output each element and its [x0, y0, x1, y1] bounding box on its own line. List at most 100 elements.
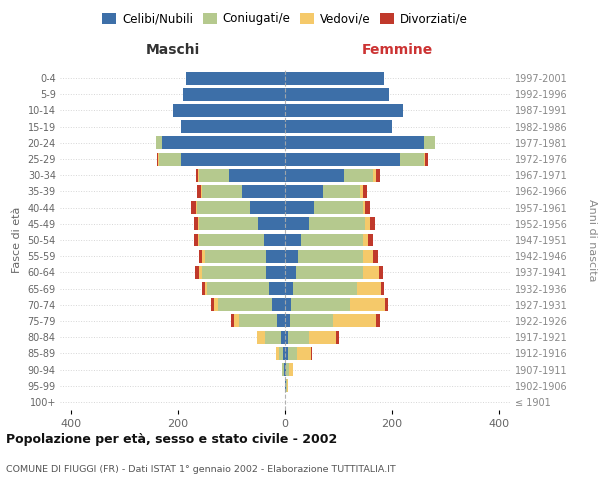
Text: Femmine: Femmine: [362, 43, 433, 57]
Legend: Celibi/Nubili, Coniugati/e, Vedovi/e, Divorziati/e: Celibi/Nubili, Coniugati/e, Vedovi/e, Di…: [97, 8, 473, 30]
Bar: [285, 169, 344, 181]
Bar: [196, 201, 197, 214]
Bar: [285, 88, 389, 101]
Bar: [425, 152, 428, 166]
Text: Maschi: Maschi: [145, 43, 200, 57]
Bar: [197, 185, 201, 198]
Bar: [301, 234, 362, 246]
Bar: [202, 250, 205, 262]
Bar: [424, 152, 425, 166]
Bar: [293, 282, 358, 295]
Bar: [194, 218, 198, 230]
Bar: [285, 314, 290, 328]
Bar: [239, 314, 277, 328]
Bar: [376, 314, 380, 328]
Bar: [376, 169, 380, 181]
Bar: [285, 347, 287, 360]
Bar: [309, 330, 336, 344]
Bar: [344, 169, 373, 181]
Bar: [158, 152, 159, 166]
Bar: [368, 234, 373, 246]
Bar: [277, 314, 285, 328]
Bar: [286, 379, 287, 392]
Bar: [162, 136, 285, 149]
Bar: [157, 152, 158, 166]
Bar: [199, 169, 229, 181]
Bar: [358, 282, 382, 295]
Bar: [199, 234, 263, 246]
Y-axis label: Fasce di età: Fasce di età: [12, 207, 22, 273]
Bar: [265, 330, 281, 344]
Bar: [292, 298, 350, 311]
Bar: [199, 266, 202, 279]
Bar: [283, 363, 284, 376]
Bar: [424, 136, 435, 149]
Bar: [309, 218, 365, 230]
Bar: [205, 250, 266, 262]
Bar: [272, 298, 285, 311]
Text: Anni di nascita: Anni di nascita: [587, 198, 597, 281]
Bar: [269, 282, 285, 295]
Bar: [198, 234, 199, 246]
Bar: [285, 250, 298, 262]
Bar: [360, 185, 362, 198]
Bar: [285, 185, 323, 198]
Bar: [202, 266, 266, 279]
Bar: [362, 266, 379, 279]
Bar: [186, 72, 285, 85]
Bar: [298, 347, 311, 360]
Bar: [199, 250, 202, 262]
Bar: [285, 282, 293, 295]
Bar: [157, 136, 162, 149]
Bar: [285, 120, 392, 133]
Bar: [199, 218, 258, 230]
Bar: [362, 201, 365, 214]
Bar: [211, 298, 214, 311]
Bar: [218, 298, 272, 311]
Bar: [285, 136, 424, 149]
Bar: [208, 282, 269, 295]
Text: COMUNE DI FIUGGI (FR) - Dati ISTAT 1° gennaio 2002 - Elaborazione TUTTITALIA.IT: COMUNE DI FIUGGI (FR) - Dati ISTAT 1° ge…: [6, 466, 396, 474]
Bar: [285, 234, 301, 246]
Bar: [159, 152, 181, 166]
Bar: [379, 266, 383, 279]
Bar: [350, 298, 385, 311]
Bar: [365, 201, 370, 214]
Bar: [229, 169, 285, 181]
Bar: [194, 234, 198, 246]
Bar: [296, 266, 362, 279]
Bar: [385, 298, 388, 311]
Bar: [195, 266, 199, 279]
Bar: [286, 363, 289, 376]
Bar: [181, 120, 285, 133]
Bar: [232, 314, 234, 328]
Bar: [234, 314, 239, 328]
Bar: [191, 201, 196, 214]
Bar: [242, 185, 285, 198]
Bar: [382, 282, 384, 295]
Bar: [287, 347, 298, 360]
Bar: [298, 250, 362, 262]
Bar: [290, 314, 333, 328]
Bar: [276, 347, 278, 360]
Bar: [196, 169, 198, 181]
Bar: [285, 363, 286, 376]
Bar: [266, 250, 285, 262]
Bar: [370, 218, 375, 230]
Bar: [287, 379, 288, 392]
Bar: [201, 185, 202, 198]
Bar: [289, 363, 293, 376]
Bar: [285, 218, 309, 230]
Bar: [336, 330, 338, 344]
Bar: [285, 330, 287, 344]
Bar: [362, 185, 367, 198]
Bar: [373, 169, 376, 181]
Bar: [173, 104, 285, 117]
Bar: [278, 347, 283, 360]
Bar: [362, 250, 373, 262]
Bar: [311, 347, 312, 360]
Bar: [333, 314, 376, 328]
Bar: [266, 266, 285, 279]
Bar: [198, 169, 199, 181]
Bar: [197, 201, 250, 214]
